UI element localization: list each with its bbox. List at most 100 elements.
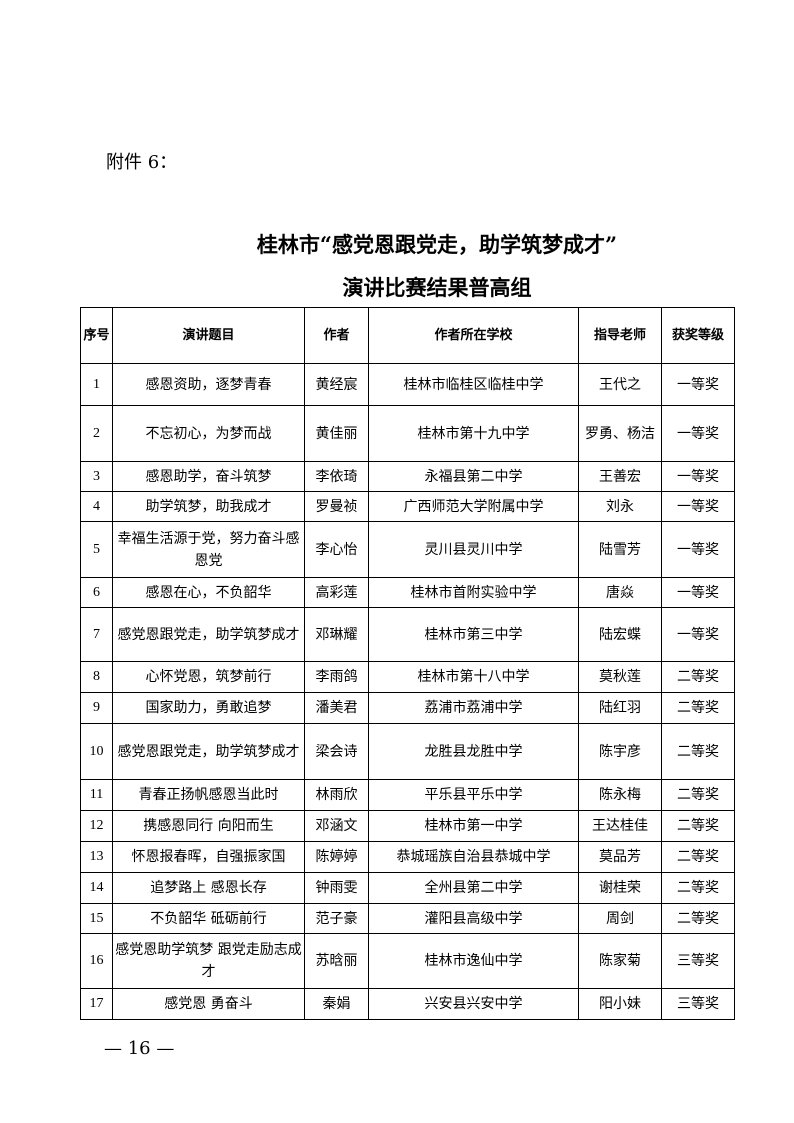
table-row: 4 助学筑梦，助我成才 罗曼祯 广西师范大学附属中学 刘永 一等奖 <box>80 491 735 522</box>
cell-index: 13 <box>80 841 113 873</box>
cell-author: 钟雨雯 <box>304 872 369 904</box>
table-row: 3 感恩助学，奋斗筑梦 李依琦 永福县第二中学 王善宏 一等奖 <box>80 461 735 492</box>
table-row: 10 感党恩跟党走，助学筑梦成才 梁会诗 龙胜县龙胜中学 陈宇彦 二等奖 <box>80 723 735 780</box>
cell-author: 潘美君 <box>304 692 369 724</box>
cell-school: 永福县第二中学 <box>368 461 579 492</box>
cell-school: 桂林市逸仙中学 <box>368 933 579 989</box>
cell-index: 7 <box>80 607 113 662</box>
cell-teacher: 莫品芳 <box>578 841 662 873</box>
cell-author: 范子豪 <box>304 903 369 934</box>
cell-index: 15 <box>80 903 113 934</box>
cell-topic: 助学筑梦，助我成才 <box>112 491 305 522</box>
cell-teacher: 王善宏 <box>578 461 662 492</box>
table-row: 7 感党恩跟党走，助学筑梦成才 邓琳耀 桂林市第三中学 陆宏蝶 一等奖 <box>80 607 735 662</box>
cell-award: 一等奖 <box>661 491 735 522</box>
header-school: 作者所在学校 <box>368 307 579 364</box>
cell-author: 李心怡 <box>304 521 369 578</box>
cell-school: 桂林市第十八中学 <box>368 661 579 693</box>
cell-teacher: 罗勇、杨洁 <box>578 405 662 462</box>
cell-topic: 幸福生活源于党，努力奋斗感恩党 <box>112 521 305 578</box>
cell-school: 桂林市临桂区临桂中学 <box>368 363 579 406</box>
cell-teacher: 唐焱 <box>578 577 662 608</box>
cell-school: 桂林市第一中学 <box>368 810 579 842</box>
cell-award: 二等奖 <box>661 872 735 904</box>
cell-award: 一等奖 <box>661 521 735 578</box>
cell-index: 16 <box>80 933 113 989</box>
cell-topic: 感恩在心，不负韶华 <box>112 577 305 608</box>
table-row: 6 感恩在心，不负韶华 高彩莲 桂林市首附实验中学 唐焱 一等奖 <box>80 577 735 608</box>
table-row: 9 国家助力，勇敢追梦 潘美君 荔浦市荔浦中学 陆红羽 二等奖 <box>80 692 735 724</box>
cell-author: 李雨鸽 <box>304 661 369 693</box>
cell-index: 12 <box>80 810 113 842</box>
cell-school: 平乐县平乐中学 <box>368 779 579 811</box>
cell-school: 广西师范大学附属中学 <box>368 491 579 522</box>
cell-award: 二等奖 <box>661 723 735 780</box>
cell-topic: 青春正扬帆感恩当此时 <box>112 779 305 811</box>
cell-topic: 怀恩报春晖，自强振家国 <box>112 841 305 873</box>
cell-teacher: 陆红羽 <box>578 692 662 724</box>
table-row: 2 不忘初心，为梦而战 黄佳丽 桂林市第十九中学 罗勇、杨洁 一等奖 <box>80 405 735 462</box>
cell-award: 二等奖 <box>661 692 735 724</box>
cell-school: 全州县第二中学 <box>368 872 579 904</box>
cell-author: 邓涵文 <box>304 810 369 842</box>
attachment-label: 附件 6： <box>106 152 178 173</box>
cell-teacher: 阳小妹 <box>578 988 662 1020</box>
table-row: 13 怀恩报春晖，自强振家国 陈婷婷 恭城瑶族自治县恭城中学 莫品芳 二等奖 <box>80 841 735 873</box>
cell-author: 林雨欣 <box>304 779 369 811</box>
cell-index: 17 <box>80 988 113 1020</box>
cell-award: 一等奖 <box>661 461 735 492</box>
cell-index: 9 <box>80 692 113 724</box>
cell-index: 8 <box>80 661 113 693</box>
header-award: 获奖等级 <box>661 307 735 364</box>
cell-teacher: 陈宇彦 <box>578 723 662 780</box>
cell-index: 5 <box>80 521 113 578</box>
cell-index: 11 <box>80 779 113 811</box>
cell-teacher: 莫秋莲 <box>578 661 662 693</box>
table-header-row: 序号 演讲题目 作者 作者所在学校 指导老师 获奖等级 <box>80 307 735 364</box>
header-index: 序号 <box>80 307 113 364</box>
cell-school: 桂林市首附实验中学 <box>368 577 579 608</box>
cell-topic: 国家助力，勇敢追梦 <box>112 692 305 724</box>
document-title: 桂林市“感党恩跟党走，助学筑梦成才” <box>256 232 618 257</box>
table-row: 17 感党恩 勇奋斗 秦娟 兴安县兴安中学 阳小妹 三等奖 <box>80 988 735 1020</box>
cell-index: 4 <box>80 491 113 522</box>
table-row: 8 心怀党恩，筑梦前行 李雨鸽 桂林市第十八中学 莫秋莲 二等奖 <box>80 661 735 693</box>
table-row: 5 幸福生活源于党，努力奋斗感恩党 李心怡 灵川县灵川中学 陆雪芳 一等奖 <box>80 521 735 578</box>
table-row: 1 感恩资助，逐梦青春 黄经宸 桂林市临桂区临桂中学 王代之 一等奖 <box>80 363 735 406</box>
cell-school: 灌阳县高级中学 <box>368 903 579 934</box>
cell-teacher: 谢桂荣 <box>578 872 662 904</box>
cell-index: 2 <box>80 405 113 462</box>
cell-index: 10 <box>80 723 113 780</box>
cell-award: 三等奖 <box>661 988 735 1020</box>
cell-author: 邓琳耀 <box>304 607 369 662</box>
cell-topic: 感恩助学，奋斗筑梦 <box>112 461 305 492</box>
cell-school: 龙胜县龙胜中学 <box>368 723 579 780</box>
cell-topic: 不忘初心，为梦而战 <box>112 405 305 462</box>
cell-award: 二等奖 <box>661 810 735 842</box>
cell-index: 14 <box>80 872 113 904</box>
table-row: 11 青春正扬帆感恩当此时 林雨欣 平乐县平乐中学 陈永梅 二等奖 <box>80 779 735 811</box>
cell-award: 一等奖 <box>661 577 735 608</box>
table-row: 15 不负韶华 砥砺前行 范子豪 灌阳县高级中学 周剑 二等奖 <box>80 903 735 934</box>
header-author: 作者 <box>304 307 369 364</box>
cell-teacher: 周剑 <box>578 903 662 934</box>
header-topic: 演讲题目 <box>112 307 305 364</box>
cell-topic: 感党恩跟党走，助学筑梦成才 <box>112 723 305 780</box>
cell-award: 二等奖 <box>661 903 735 934</box>
cell-teacher: 王代之 <box>578 363 662 406</box>
cell-index: 3 <box>80 461 113 492</box>
cell-topic: 感党恩助学筑梦 跟党走励志成才 <box>112 933 305 989</box>
cell-award: 二等奖 <box>661 841 735 873</box>
cell-award: 一等奖 <box>661 607 735 662</box>
cell-award: 一等奖 <box>661 405 735 462</box>
cell-author: 高彩莲 <box>304 577 369 608</box>
cell-author: 黄经宸 <box>304 363 369 406</box>
cell-topic: 感党恩 勇奋斗 <box>112 988 305 1020</box>
cell-author: 秦娟 <box>304 988 369 1020</box>
cell-index: 6 <box>80 577 113 608</box>
cell-topic: 携感恩同行 向阳而生 <box>112 810 305 842</box>
cell-author: 黄佳丽 <box>304 405 369 462</box>
table-row: 16 感党恩助学筑梦 跟党走励志成才 苏晗丽 桂林市逸仙中学 陈家菊 三等奖 <box>80 933 735 989</box>
cell-teacher: 陆雪芳 <box>578 521 662 578</box>
cell-teacher: 刘永 <box>578 491 662 522</box>
